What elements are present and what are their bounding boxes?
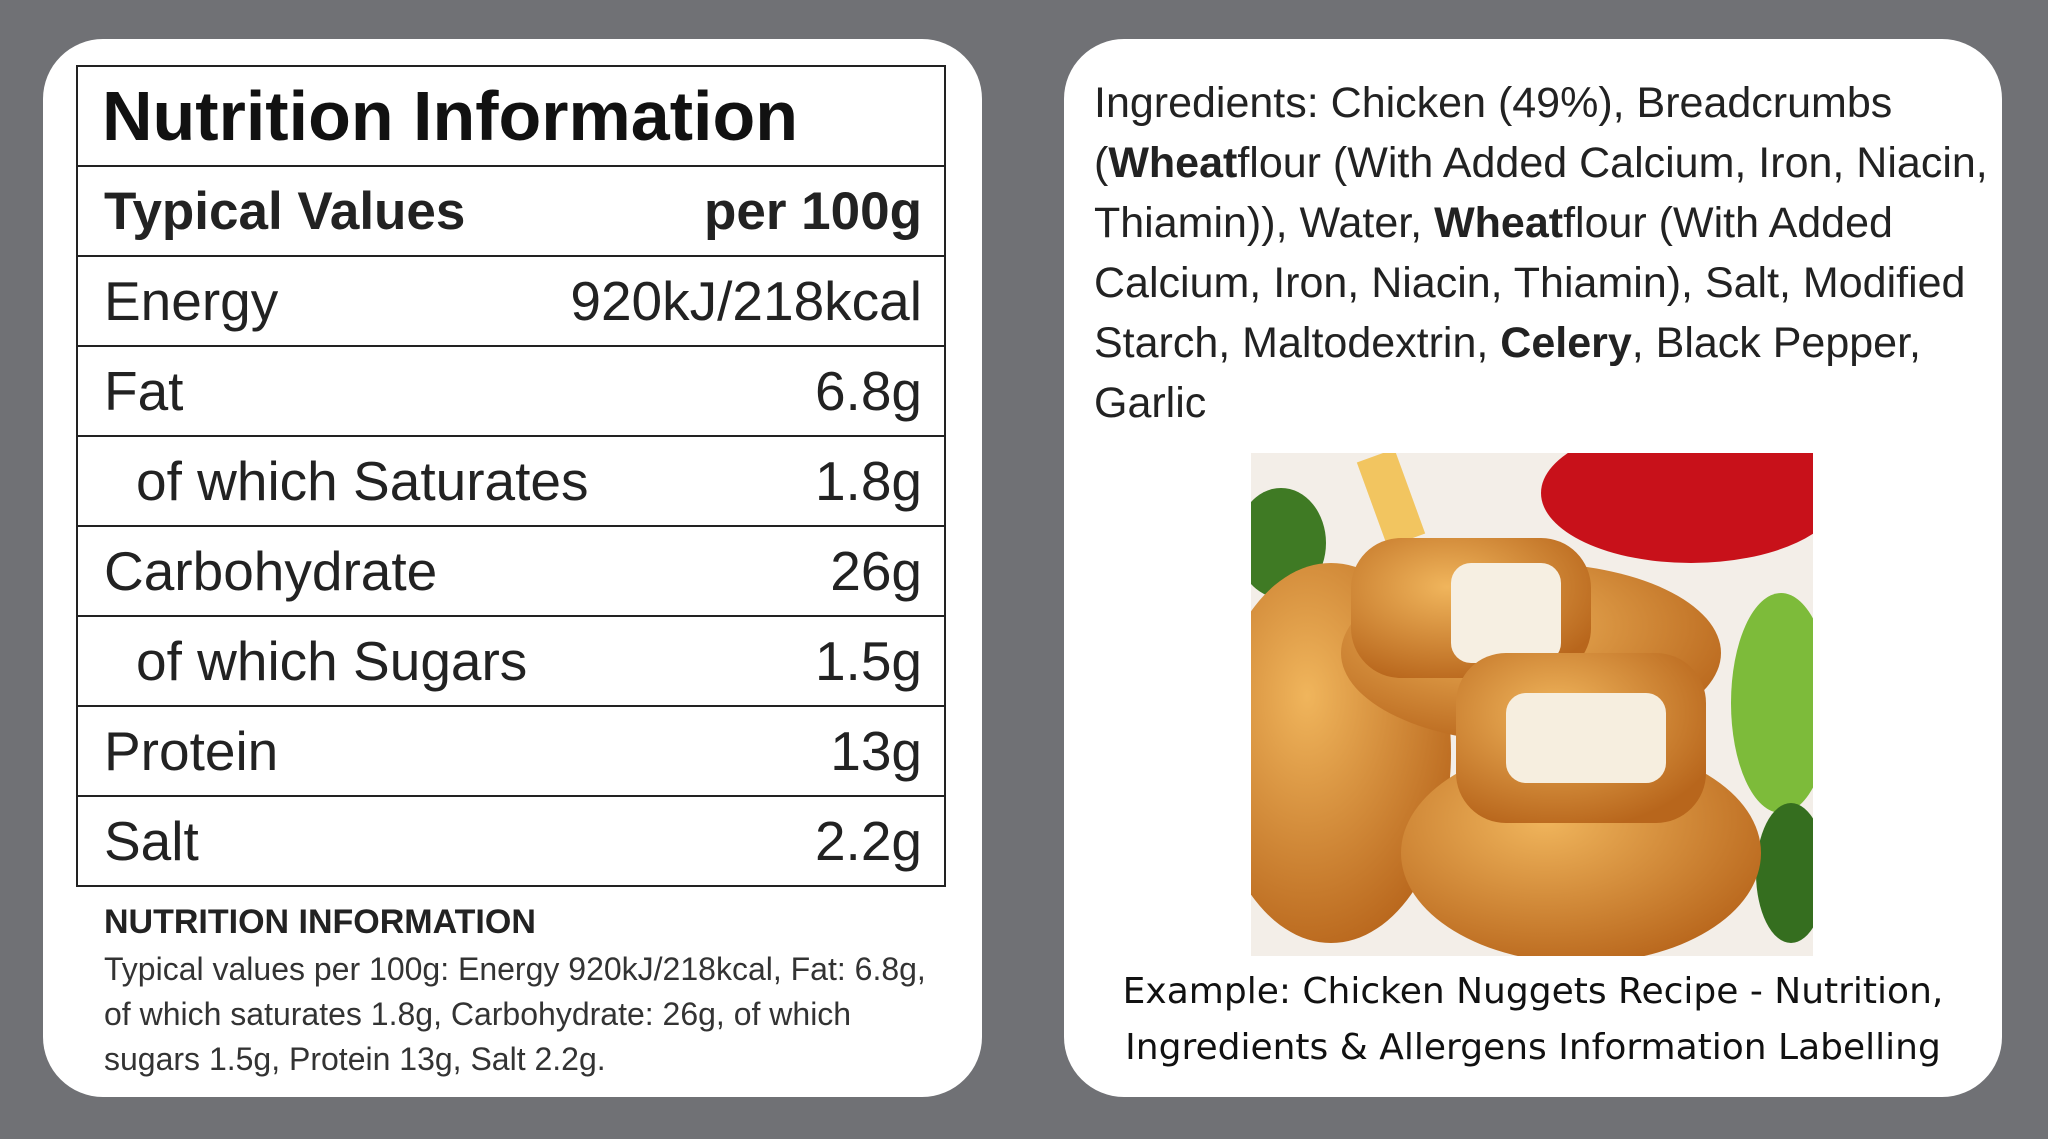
nutrient-value: 6.8g <box>814 360 922 422</box>
nutrient-label: Fat <box>104 360 184 422</box>
ingredients-text: Ingredients: Chicken (49%), Breadcrumbs … <box>1094 73 1994 433</box>
caption-line: Example: Chicken Nuggets Recipe - Nutrit… <box>1122 971 1944 1012</box>
nutrient-label: Protein <box>104 720 279 782</box>
summary-text: Typical values per 100g: Energy 920kJ/21… <box>104 951 926 1077</box>
nutrient-label: of which Saturates <box>136 450 589 512</box>
table-row: Energy 920kJ/218kcal <box>78 255 944 345</box>
nutrient-label: Energy <box>104 270 279 332</box>
ingredient-text: flour (With Added Calcium, Iron, Niacin,… <box>1094 199 1966 367</box>
table-row: Fat 6.8g <box>78 345 944 435</box>
header-cell: Typical Values <box>104 181 466 241</box>
nutrient-value: 13g <box>830 720 922 782</box>
header-cell: per 100g <box>703 181 922 241</box>
nutrient-value: 26g <box>830 540 922 602</box>
table-title: Nutrition Information <box>102 77 799 155</box>
table-row: Protein 13g <box>78 705 944 795</box>
nutrition-card: Nutrition Information Typical Values per… <box>43 39 982 1097</box>
nutrient-label: Salt <box>104 810 199 872</box>
nutrient-label: Carbohydrate <box>104 540 438 602</box>
table-row: Carbohydrate 26g <box>78 525 944 615</box>
allergen: Wheat <box>1108 139 1238 187</box>
food-photo <box>1251 453 1813 956</box>
nutrient-label: of which Sugars <box>136 630 528 692</box>
caption-line: Ingredients & Allergens Information Labe… <box>1125 1027 1941 1068</box>
table-row: of which Saturates 1.8g <box>78 435 944 525</box>
summary-title: NUTRITION INFORMATION <box>104 903 536 941</box>
nutrient-value: 2.2g <box>814 810 922 872</box>
nutrient-value: 1.8g <box>814 450 922 512</box>
ingredient-text: , Black Pepper, Garlic <box>1094 319 1921 427</box>
ingredients-card: Ingredients: Chicken (49%), Breadcrumbs … <box>1064 39 2002 1097</box>
allergen: Celery <box>1500 319 1632 367</box>
nutrition-table: Nutrition Information Typical Values per… <box>76 65 946 887</box>
table-row: Salt 2.2g <box>78 795 944 885</box>
ingredient-text: Ingredients: Chicken (49%), Breadcrumbs … <box>1094 79 1893 187</box>
allergen: Wheat <box>1434 199 1564 247</box>
table-header: Typical Values per 100g <box>78 165 944 255</box>
table-row: of which Sugars 1.5g <box>78 615 944 705</box>
ingredient-text: flour (With Added Calcium, Iron, Niacin,… <box>1094 139 1988 247</box>
nutrient-value: 1.5g <box>814 630 922 692</box>
nutrient-value: 920kJ/218kcal <box>570 270 922 332</box>
